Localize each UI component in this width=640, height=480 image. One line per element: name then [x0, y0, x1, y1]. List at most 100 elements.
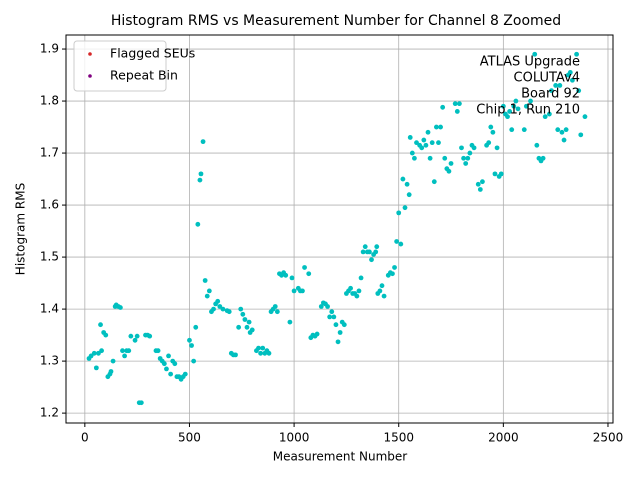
point	[429, 140, 435, 146]
point	[103, 332, 109, 338]
x-tick-label: 500	[178, 431, 201, 445]
point	[475, 181, 481, 187]
point	[433, 124, 439, 130]
point	[542, 114, 548, 120]
point	[421, 137, 427, 143]
point	[325, 304, 330, 309]
point	[236, 324, 242, 330]
point	[459, 145, 464, 151]
point	[99, 348, 104, 354]
y-tick-label: 1.6	[40, 198, 59, 212]
point	[465, 155, 471, 161]
point	[574, 51, 579, 57]
point	[204, 293, 210, 299]
point	[425, 129, 431, 135]
point	[532, 51, 538, 57]
point	[233, 352, 238, 358]
point	[406, 192, 412, 198]
point	[488, 124, 494, 130]
point	[147, 333, 153, 339]
point	[486, 140, 492, 146]
point	[515, 106, 521, 112]
annotation: Board 92	[521, 87, 580, 102]
point	[546, 111, 552, 117]
point	[511, 103, 517, 109]
point	[172, 361, 178, 367]
x-tick-label: 0	[81, 431, 89, 445]
point	[409, 150, 415, 156]
point	[505, 114, 510, 120]
point	[283, 272, 289, 278]
point	[211, 306, 216, 312]
point	[477, 187, 483, 192]
point	[431, 179, 437, 185]
point	[164, 366, 169, 372]
point	[576, 88, 582, 94]
point	[291, 288, 297, 294]
y-tick-label: 1.8	[40, 94, 59, 108]
y-axis-label: Histogram RMS	[14, 183, 28, 275]
point	[110, 358, 116, 364]
point	[438, 124, 443, 130]
point	[128, 333, 134, 339]
y-tick-label: 1.2	[40, 406, 59, 420]
point	[300, 288, 305, 294]
point	[197, 177, 203, 183]
point	[187, 337, 192, 343]
point	[440, 104, 446, 110]
point	[559, 129, 565, 135]
point	[138, 400, 144, 406]
point	[266, 350, 272, 356]
point	[348, 285, 353, 291]
point	[507, 109, 513, 114]
point	[306, 271, 312, 277]
point	[392, 265, 397, 270]
point	[509, 127, 515, 133]
point	[126, 348, 132, 354]
point	[191, 358, 197, 364]
point	[467, 150, 473, 156]
point	[362, 244, 368, 250]
point	[182, 371, 188, 377]
x-axis-label: Measurement Number	[273, 450, 407, 464]
point	[427, 155, 433, 161]
point	[394, 239, 400, 244]
point	[168, 371, 174, 377]
point	[327, 314, 333, 320]
point	[381, 293, 387, 299]
point	[369, 257, 374, 263]
point	[448, 161, 454, 166]
point	[202, 278, 208, 283]
legend-marker	[88, 74, 92, 78]
point	[557, 83, 563, 88]
point	[260, 345, 266, 351]
point	[498, 171, 504, 177]
y-tick-label: 1.9	[40, 42, 59, 56]
point	[198, 171, 204, 177]
point	[91, 350, 97, 356]
point	[367, 249, 372, 255]
annotation: Chip 1, Run 210	[476, 103, 580, 118]
point	[396, 210, 402, 216]
point	[549, 88, 554, 94]
point	[200, 139, 206, 145]
y-tick-label: 1.3	[40, 354, 59, 368]
point	[193, 324, 199, 330]
x-tick-label: 2000	[488, 431, 519, 445]
point	[423, 142, 429, 148]
point	[318, 304, 324, 309]
point	[314, 331, 320, 337]
point	[134, 333, 140, 339]
point	[442, 155, 448, 161]
y-tick-label: 1.4	[40, 302, 59, 316]
point	[354, 293, 360, 299]
point	[358, 275, 364, 281]
chart-title: Histogram RMS vs Measurement Number for …	[111, 13, 561, 29]
point	[373, 249, 379, 255]
point	[471, 145, 477, 151]
point	[333, 322, 339, 328]
point	[356, 288, 362, 294]
point	[287, 319, 293, 325]
point	[404, 181, 410, 187]
point	[93, 365, 99, 371]
